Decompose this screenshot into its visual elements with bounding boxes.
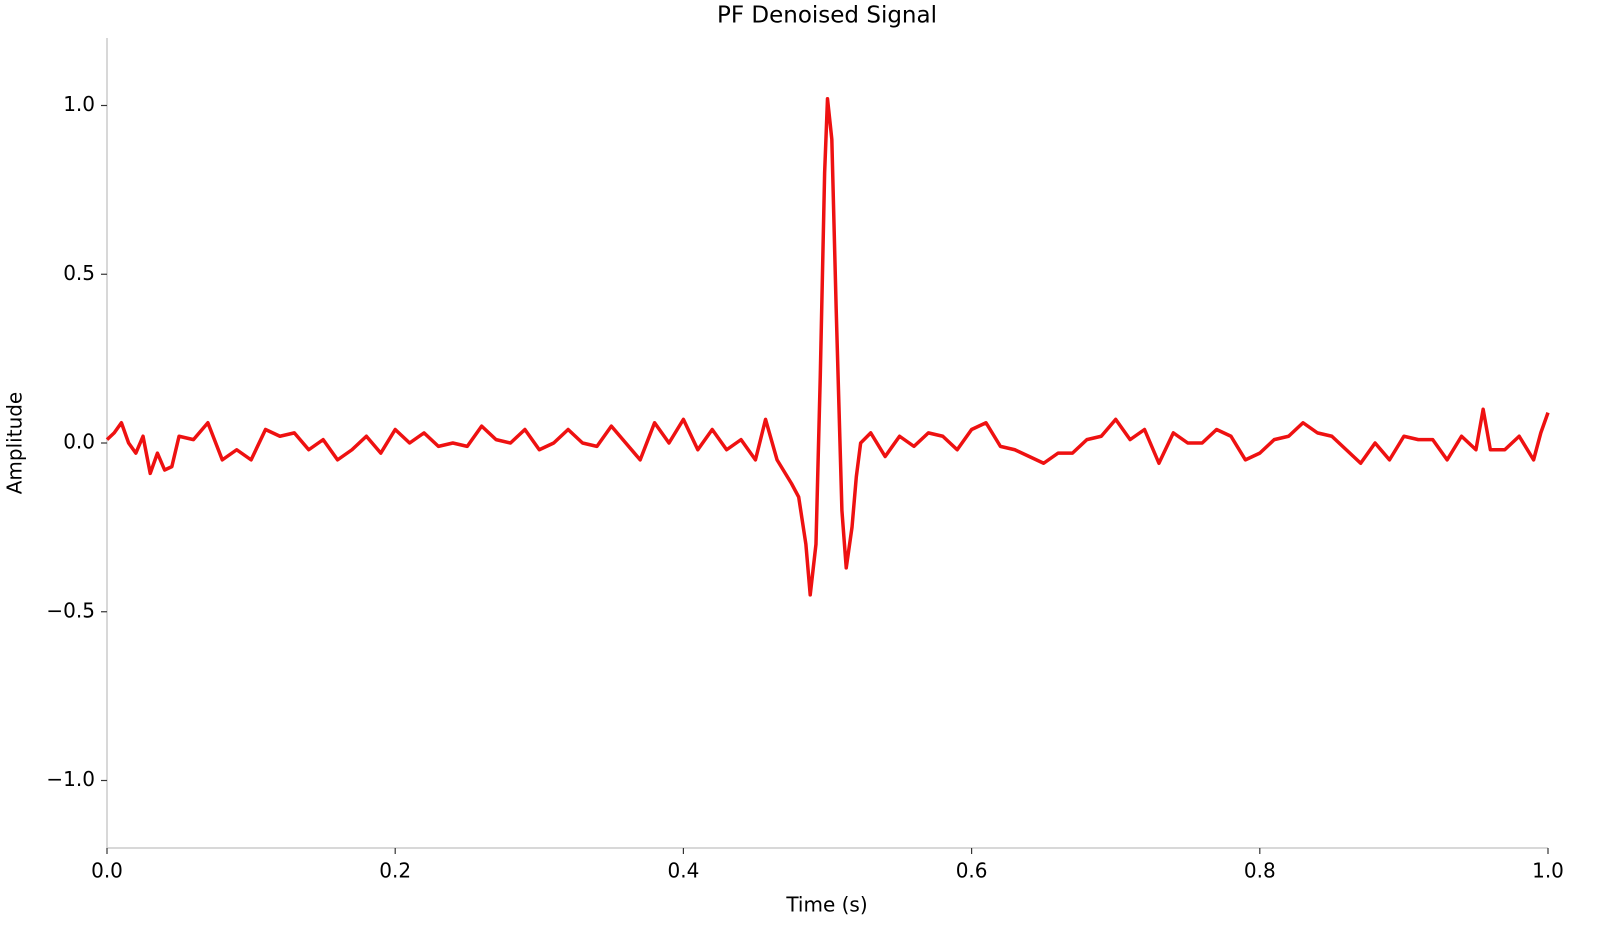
y-tick-label: 0.0 — [63, 430, 95, 454]
x-tick-label: 0.0 — [91, 859, 123, 883]
signal-line — [105, 97, 1550, 597]
x-tick-label: 0.8 — [1244, 859, 1276, 883]
y-tick-label: 1.0 — [63, 92, 95, 116]
x-tick-label: 0.2 — [379, 859, 411, 883]
x-tick-label: 0.6 — [956, 859, 988, 883]
x-axis-label: Time (s) — [785, 893, 867, 917]
x-tick-label: 1.0 — [1532, 859, 1564, 883]
y-tick-label: −0.5 — [46, 598, 95, 622]
x-tick-label: 0.4 — [667, 859, 699, 883]
chart-title: PF Denoised Signal — [717, 3, 937, 29]
y-tick-label: −1.0 — [46, 767, 95, 791]
y-tick-label: 0.5 — [63, 261, 95, 285]
y-axis-label: Amplitude — [3, 392, 27, 495]
